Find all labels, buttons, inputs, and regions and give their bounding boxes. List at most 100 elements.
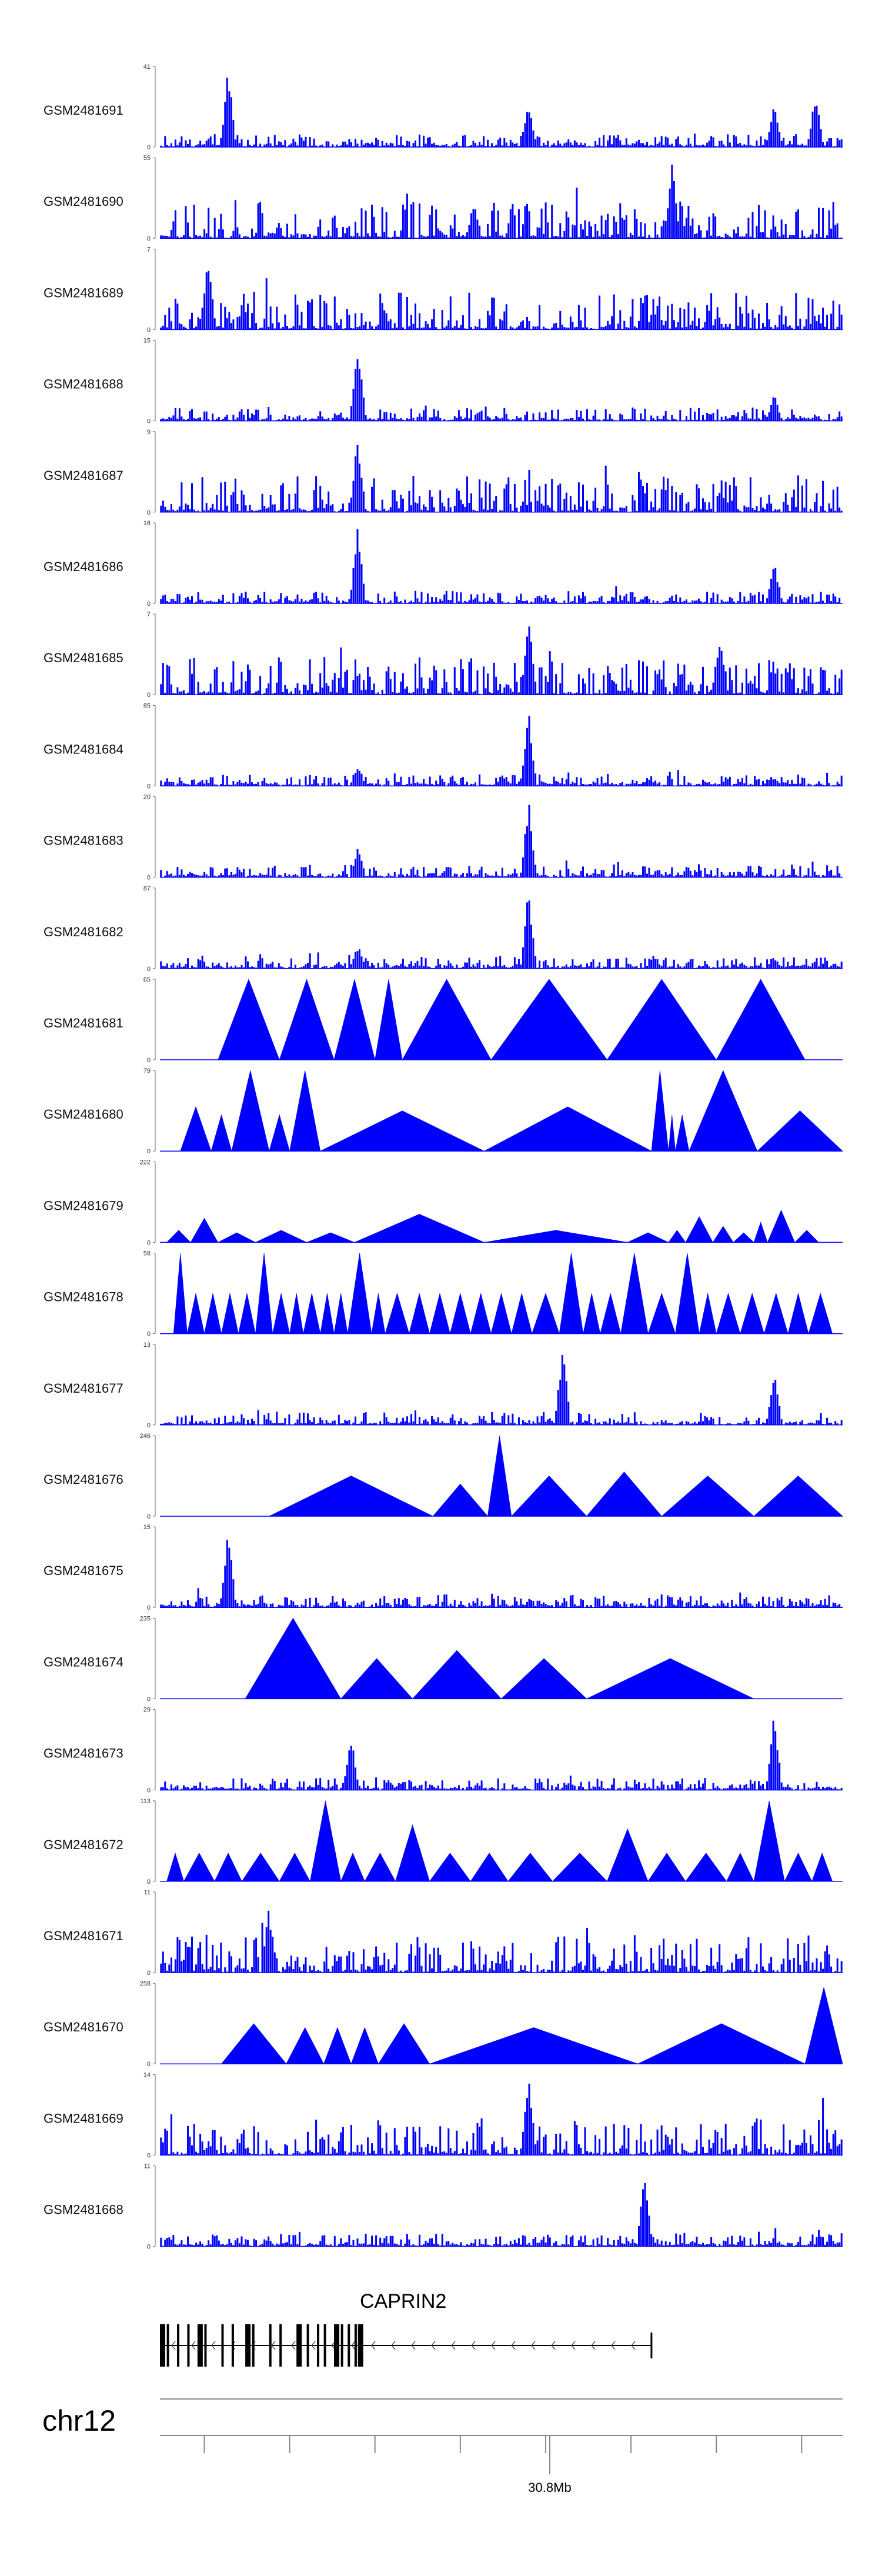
strand-arrow bbox=[171, 2341, 176, 2350]
y-max-label: 15 bbox=[143, 338, 151, 345]
track-label: GSM2481679 bbox=[44, 1198, 123, 1213]
y-max-label: 15 bbox=[143, 1524, 151, 1531]
gene-exon bbox=[252, 2324, 255, 2367]
track-GSM2481686[interactable]: GSM2481686 16 0 bbox=[44, 520, 843, 608]
gene-exon bbox=[197, 2324, 203, 2367]
y-max-label: 41 bbox=[143, 64, 151, 71]
track-GSM2481690[interactable]: GSM2481690 55 0 bbox=[44, 155, 843, 242]
y-min-label: 0 bbox=[147, 875, 151, 882]
track-GSM2481684[interactable]: GSM2481684 85 0 bbox=[44, 702, 843, 790]
track-GSM2481668[interactable]: GSM2481668 11 0 bbox=[44, 2163, 843, 2251]
y-max-label: 16 bbox=[143, 520, 151, 527]
track-label: GSM2481675 bbox=[44, 1563, 123, 1578]
y-min-label: 0 bbox=[147, 966, 151, 973]
track-label: GSM2481678 bbox=[44, 1290, 123, 1304]
signal-area bbox=[218, 979, 806, 1060]
y-min-label: 0 bbox=[147, 1331, 151, 1338]
track-label: GSM2481680 bbox=[44, 1107, 123, 1122]
y-min-label: 0 bbox=[147, 600, 151, 608]
track-GSM2481687[interactable]: GSM2481687 9 0 bbox=[44, 429, 843, 516]
y-min-label: 0 bbox=[147, 783, 151, 790]
signal-area bbox=[160, 1720, 843, 1790]
track-GSM2481670[interactable]: GSM2481670 258 0 bbox=[44, 1980, 843, 2068]
track-label: GSM2481672 bbox=[44, 1837, 123, 1852]
strand-arrow bbox=[471, 2341, 476, 2350]
signal-area bbox=[160, 164, 843, 239]
track-GSM2481685[interactable]: GSM2481685 7 0 bbox=[44, 611, 843, 699]
y-min-label: 0 bbox=[147, 2152, 151, 2159]
gene-model[interactable] bbox=[160, 2324, 653, 2367]
track-GSM2481675[interactable]: GSM2481675 15 0 bbox=[44, 1524, 843, 1611]
coordinate-label: 30.8Mb bbox=[528, 2480, 571, 2495]
signal-area bbox=[160, 1910, 843, 1973]
strand-arrow bbox=[551, 2341, 556, 2350]
y-max-label: 55 bbox=[143, 155, 151, 162]
signal-area bbox=[160, 359, 843, 421]
y-max-label: 9 bbox=[147, 429, 151, 436]
y-min-label: 0 bbox=[147, 326, 151, 333]
axis-ticks bbox=[203, 2435, 803, 2453]
signal-area bbox=[160, 78, 843, 147]
strand-arrow bbox=[591, 2341, 596, 2350]
signal-area bbox=[160, 1540, 843, 1608]
y-min-label: 0 bbox=[147, 2244, 151, 2251]
track-GSM2481682[interactable]: GSM2481682 87 0 bbox=[44, 885, 843, 973]
track-GSM2481680[interactable]: GSM2481680 79 0 bbox=[44, 1067, 843, 1155]
signal-area bbox=[160, 626, 843, 695]
track-GSM2481681[interactable]: GSM2481681 65 0 bbox=[44, 976, 843, 1064]
track-GSM2481683[interactable]: GSM2481683 20 0 bbox=[44, 794, 843, 882]
track-label: GSM2481669 bbox=[44, 2111, 123, 2125]
signal-area bbox=[160, 2083, 843, 2155]
track-label: GSM2481684 bbox=[44, 742, 123, 756]
track-GSM2481677[interactable]: GSM2481677 13 0 bbox=[44, 1342, 843, 1429]
y-max-label: 246 bbox=[140, 1433, 151, 1440]
y-max-label: 87 bbox=[143, 885, 151, 892]
track-GSM2481688[interactable]: GSM2481688 15 0 bbox=[44, 338, 843, 425]
chromosome-ideogram: chr12 30.8Mb bbox=[42, 2398, 843, 2495]
y-min-label: 0 bbox=[147, 2061, 151, 2068]
track-GSM2481678[interactable]: GSM2481678 58 0 bbox=[44, 1250, 843, 1338]
track-label: GSM2481685 bbox=[44, 650, 123, 665]
strand-arrow bbox=[391, 2341, 396, 2350]
signal-area bbox=[160, 529, 843, 603]
track-GSM2481669[interactable]: GSM2481669 14 0 bbox=[44, 2071, 843, 2159]
y-max-label: 29 bbox=[143, 1707, 151, 1714]
y-max-label: 79 bbox=[143, 1067, 151, 1075]
track-GSM2481691[interactable]: GSM2481691 41 0 bbox=[44, 64, 843, 151]
track-label: GSM2481673 bbox=[44, 1746, 123, 1761]
y-min-label: 0 bbox=[147, 144, 151, 151]
y-max-label: 13 bbox=[143, 1342, 151, 1349]
track-GSM2481673[interactable]: GSM2481673 29 0 bbox=[44, 1707, 843, 1794]
strand-arrow bbox=[371, 2341, 376, 2350]
gene-exon bbox=[334, 2324, 340, 2367]
y-min-label: 0 bbox=[147, 1970, 151, 1977]
gene-exon bbox=[358, 2324, 363, 2367]
track-GSM2481689[interactable]: GSM2481689 7 0 bbox=[44, 246, 843, 333]
gene-exon bbox=[166, 2324, 169, 2367]
track-label: GSM2481683 bbox=[44, 833, 123, 848]
y-min-label: 0 bbox=[147, 1878, 151, 1886]
y-min-label: 0 bbox=[147, 1057, 151, 1064]
y-min-label: 0 bbox=[147, 235, 151, 242]
track-GSM2481679[interactable]: GSM2481679 222 0 bbox=[44, 1159, 843, 1246]
signal-area bbox=[160, 900, 843, 969]
gene-exon bbox=[296, 2324, 302, 2367]
y-max-label: 85 bbox=[143, 702, 151, 709]
signal-area bbox=[245, 1617, 754, 1699]
y-min-label: 0 bbox=[147, 1239, 151, 1246]
y-min-label: 0 bbox=[147, 1422, 151, 1429]
y-max-label: 11 bbox=[144, 2163, 151, 2170]
gene-exon bbox=[231, 2324, 234, 2367]
gene-exon bbox=[306, 2324, 309, 2367]
track-label: GSM2481671 bbox=[44, 1928, 123, 1943]
track-label: GSM2481676 bbox=[44, 1472, 123, 1487]
gene-exon bbox=[204, 2324, 207, 2367]
strand-arrow bbox=[631, 2341, 636, 2350]
track-GSM2481674[interactable]: GSM2481674 235 0 bbox=[44, 1615, 843, 1703]
strand-arrow bbox=[451, 2341, 456, 2350]
track-GSM2481672[interactable]: GSM2481672 113 0 bbox=[44, 1798, 843, 1886]
track-GSM2481676[interactable]: GSM2481676 246 0 bbox=[44, 1433, 843, 1520]
track-GSM2481671[interactable]: GSM2481671 11 0 bbox=[44, 1889, 843, 1977]
signal-tracks: GSM2481691410GSM2481690550GSM248168970GS… bbox=[44, 64, 843, 2251]
